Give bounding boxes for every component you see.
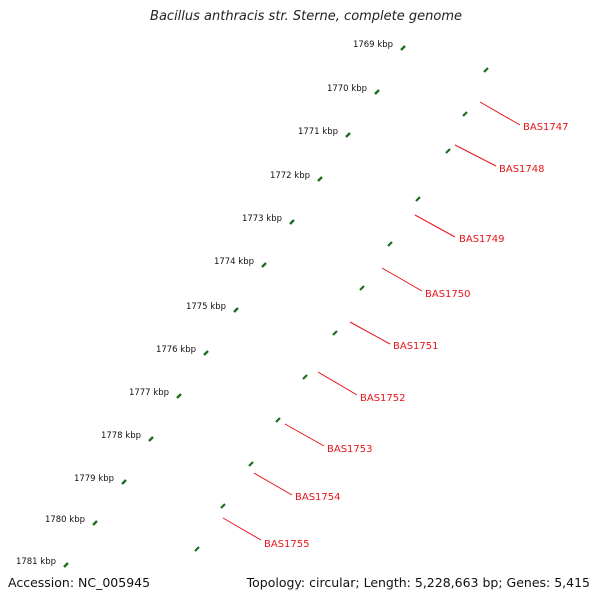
minor-tick-mark: [445, 148, 451, 154]
gene-label[interactable]: BAS1747: [523, 122, 569, 133]
minor-tick-mark: [415, 196, 421, 202]
kbp-tick-label: 1771 kbp: [298, 127, 338, 137]
kbp-tick-mark: [203, 350, 209, 356]
kbp-tick-mark: [317, 176, 323, 182]
kbp-tick-mark: [374, 89, 380, 95]
minor-tick-mark: [248, 461, 254, 467]
kbp-tick-label: 1780 kbp: [45, 515, 85, 525]
gene-leader-line: [454, 144, 497, 167]
kbp-tick-mark: [148, 436, 154, 442]
kbp-tick-mark: [289, 219, 295, 225]
minor-tick-mark: [220, 503, 226, 509]
gene-label[interactable]: BAS1752: [360, 393, 406, 404]
gene-label[interactable]: BAS1753: [327, 444, 373, 455]
kbp-tick-mark: [345, 132, 351, 138]
kbp-tick-mark: [121, 479, 127, 485]
gene-label[interactable]: BAS1751: [393, 341, 439, 352]
kbp-tick-mark: [92, 520, 98, 526]
minor-tick-mark: [332, 330, 338, 336]
gene-leader-line: [317, 371, 358, 396]
minor-tick-mark: [387, 241, 393, 247]
kbp-ticks: 1769 kbp 1770 kbp 1771 kbp 1772 kbp 1773 kbp…: [16, 40, 489, 568]
kbp-tick-label: 1781 kbp: [16, 557, 56, 567]
kbp-tick-label: 1773 kbp: [242, 214, 282, 224]
kbp-tick-label: 1779 kbp: [74, 474, 114, 484]
gene-labels: BAS1747 BAS1748 BAS1749 BAS1750 BAS1751 BAS17…: [222, 101, 569, 550]
gene-leader-line: [253, 472, 293, 496]
genome-title: Bacillus anthracis str. Sterne, complete…: [150, 9, 462, 24]
kbp-tick-label: 1776 kbp: [156, 345, 196, 355]
kbp-tick-label: 1778 kbp: [101, 431, 141, 441]
kbp-tick-label: 1775 kbp: [186, 302, 226, 312]
gene-label[interactable]: BAS1748: [499, 164, 545, 175]
kbp-tick-label: 1774 kbp: [214, 257, 254, 267]
kbp-tick-mark: [400, 45, 406, 51]
gene-leader-line: [349, 321, 391, 345]
kbp-tick-label: 1769 kbp: [353, 40, 393, 50]
minor-tick-mark: [483, 67, 489, 73]
kbp-tick-mark: [176, 393, 182, 399]
minor-tick-mark: [462, 111, 468, 117]
minor-tick-mark: [359, 285, 365, 291]
kbp-tick-label: 1772 kbp: [270, 171, 310, 181]
gene-leader-line: [381, 267, 423, 292]
kbp-tick-label: 1770 kbp: [327, 84, 367, 94]
kbp-tick-mark: [63, 562, 69, 568]
gene-label[interactable]: BAS1750: [425, 289, 471, 300]
kbp-tick-mark: [261, 262, 267, 268]
gene-leader-line: [284, 423, 325, 447]
gene-leader-line: [414, 214, 456, 238]
gene-label[interactable]: BAS1755: [264, 539, 310, 550]
kbp-tick-label: 1777 kbp: [129, 388, 169, 398]
kbp-tick-mark: [233, 307, 239, 313]
genome-summary-label: Topology: circular; Length: 5,228,663 bp…: [246, 575, 590, 590]
gene-label[interactable]: BAS1754: [295, 492, 341, 503]
gene-label[interactable]: BAS1749: [459, 234, 505, 245]
accession-label: Accession: NC_005945: [8, 575, 151, 590]
minor-tick-mark: [194, 546, 200, 552]
gene-leader-line: [222, 517, 262, 541]
gene-leader-line: [479, 101, 521, 126]
minor-tick-mark: [302, 374, 308, 380]
minor-tick-mark: [275, 417, 281, 423]
